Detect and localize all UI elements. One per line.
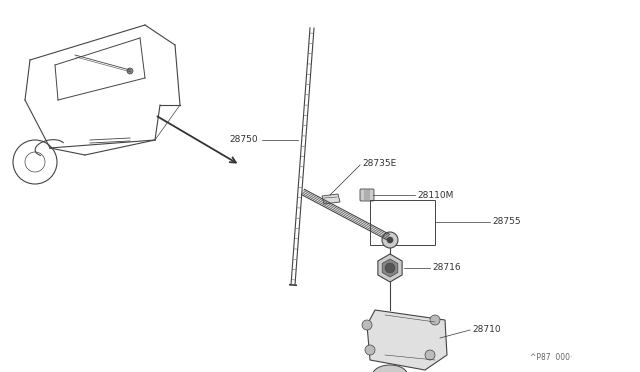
Text: 28110M: 28110M [417, 190, 453, 199]
Text: 28710: 28710 [472, 326, 500, 334]
Text: ^P87  000·: ^P87 000· [530, 353, 572, 362]
Polygon shape [367, 310, 447, 370]
Text: 28750: 28750 [229, 135, 258, 144]
Polygon shape [378, 254, 402, 282]
Circle shape [362, 320, 372, 330]
Circle shape [430, 315, 440, 325]
Ellipse shape [372, 365, 408, 372]
Polygon shape [322, 194, 340, 204]
Circle shape [365, 345, 375, 355]
Circle shape [425, 350, 435, 360]
Polygon shape [382, 259, 398, 277]
Circle shape [387, 237, 393, 243]
Circle shape [382, 232, 398, 248]
FancyBboxPatch shape [360, 189, 374, 201]
Circle shape [127, 68, 133, 74]
Text: 28755: 28755 [492, 218, 520, 227]
Text: 28716: 28716 [432, 263, 461, 273]
Circle shape [385, 263, 395, 273]
Text: 28735E: 28735E [362, 158, 396, 167]
